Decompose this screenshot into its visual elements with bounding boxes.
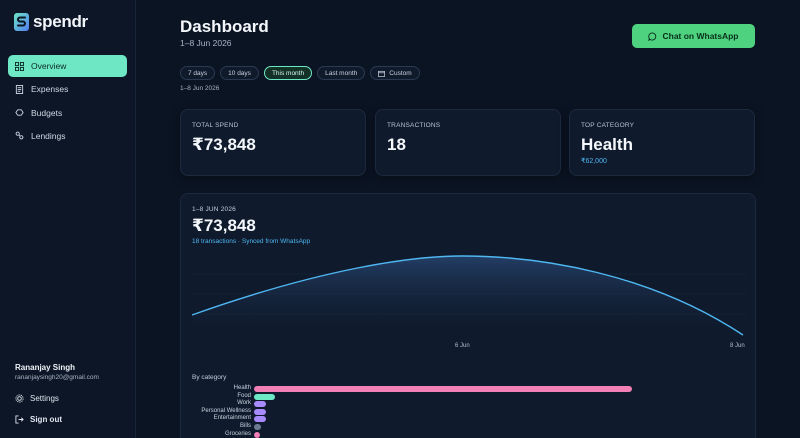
sidebar-item-overview[interactable]: Overview	[8, 55, 127, 77]
filter-label: 10 days	[228, 69, 251, 77]
x-tick-label: 6 Jun	[455, 343, 470, 349]
filter-7-days[interactable]: 7 days	[180, 66, 216, 80]
category-bar[interactable]	[254, 401, 267, 408]
category-row: Bills	[181, 423, 757, 430]
category-row: Food	[181, 392, 757, 400]
sidebar-item-budgets[interactable]: Budgets	[8, 102, 127, 124]
stat-card-transactions: TRANSACTIONS 18	[375, 109, 561, 176]
user-info: Rananjay Singh rananjaysingh20@gmail.com	[15, 363, 99, 381]
category-label: Work	[237, 400, 251, 407]
sidebar-item-label: Expenses	[31, 84, 69, 95]
gear-icon	[15, 394, 24, 403]
chart-subtitle: 18 transactions · Synced from WhatsApp	[192, 238, 311, 245]
settings-link[interactable]: Settings	[15, 394, 59, 403]
filter-label: Last month	[325, 69, 358, 77]
spendr-logo-icon	[14, 13, 29, 31]
category-bar[interactable]	[254, 408, 267, 415]
category-label: Entertainment	[213, 415, 251, 422]
date-filter-group: 7 days 10 days This month Last month Cus…	[180, 66, 420, 80]
filter-last-month[interactable]: Last month	[317, 66, 366, 80]
category-row: Health	[181, 385, 757, 392]
x-tick-label: 8 Jun	[730, 343, 745, 349]
page-subtitle: 1–8 Jun 2026	[180, 38, 232, 48]
date-range-label: 1–8 Jun 2026	[180, 85, 220, 92]
chat-bubble-icon	[648, 31, 657, 41]
category-bar[interactable]	[254, 416, 267, 423]
filter-this-month[interactable]: This month	[263, 66, 313, 80]
filter-10-days[interactable]: 10 days	[220, 66, 259, 80]
chart-total: ₹73,848	[192, 216, 256, 235]
sidebar: spendr Overview Expenses Budgets Lending…	[0, 0, 136, 438]
sidebar-nav: Overview Expenses Budgets Lendings	[8, 55, 127, 148]
category-bar[interactable]	[254, 386, 632, 392]
sign-out-label: Sign out	[30, 415, 62, 424]
stat-value: Health	[581, 135, 633, 154]
category-bar[interactable]	[254, 431, 261, 438]
app-name: spendr	[33, 12, 88, 31]
user-email: rananjaysingh20@gmail.com	[15, 374, 99, 381]
piggy-icon	[15, 109, 24, 116]
stat-amount: ₹62,000	[581, 158, 607, 165]
category-label: Health	[233, 385, 251, 391]
sidebar-item-lendings[interactable]: Lendings	[8, 125, 127, 147]
sidebar-item-expenses[interactable]: Expenses	[8, 78, 127, 100]
filter-label: Custom	[389, 69, 412, 77]
category-label: Food	[237, 392, 251, 399]
sign-out-button[interactable]: Sign out	[15, 415, 62, 424]
stat-label: TOTAL SPEND	[192, 122, 239, 129]
filter-label: This month	[271, 69, 305, 77]
stat-value: ₹73,848	[192, 135, 256, 154]
sidebar-item-label: Lendings	[31, 130, 66, 141]
calendar-icon	[378, 70, 386, 77]
grid-icon	[15, 61, 24, 71]
stat-card-top-category: TOP CATEGORY Health ₹62,000	[569, 109, 755, 176]
category-bar[interactable]	[254, 424, 262, 430]
category-bar[interactable]	[254, 393, 276, 400]
stat-value: 18	[387, 135, 406, 154]
spend-line	[191, 255, 744, 336]
filter-label: 7 days	[188, 69, 208, 77]
logout-icon	[15, 415, 24, 424]
user-name: Rananjay Singh	[15, 363, 76, 372]
page-title: Dashboard	[180, 17, 269, 36]
category-row: Entertainment	[181, 415, 757, 423]
category-label: Personal Wellness	[201, 407, 251, 414]
category-label: Groceries	[224, 430, 251, 437]
stat-label: TOP CATEGORY	[581, 122, 635, 129]
stat-card-total-spend: TOTAL SPEND ₹73,848	[180, 109, 366, 176]
spend-chart-card: 1–8 JUN 2026 ₹73,848 18 transactions · S…	[180, 193, 756, 438]
spend-area-chart	[191, 255, 746, 337]
receipt-icon	[15, 84, 24, 94]
sidebar-item-label: Budgets	[31, 107, 63, 118]
chat-whatsapp-label: Chat on WhatsApp	[662, 31, 739, 41]
chart-range: 1–8 JUN 2026	[192, 206, 236, 213]
sidebar-item-label: Overview	[31, 61, 67, 71]
app-logo[interactable]: spendr	[14, 12, 88, 32]
chat-whatsapp-button[interactable]: Chat on WhatsApp	[632, 24, 755, 48]
spend-area-fill	[192, 256, 743, 337]
category-row: Personal Wellness	[181, 407, 757, 415]
settings-label: Settings	[30, 394, 59, 403]
category-chart-title: By category	[192, 374, 227, 381]
category-row: Work	[181, 400, 757, 408]
category-label: Bills	[239, 423, 251, 429]
filter-custom[interactable]: Custom	[370, 66, 420, 80]
handshake-icon	[15, 132, 24, 140]
stat-label: TRANSACTIONS	[387, 122, 441, 129]
category-row: Groceries	[181, 430, 757, 438]
